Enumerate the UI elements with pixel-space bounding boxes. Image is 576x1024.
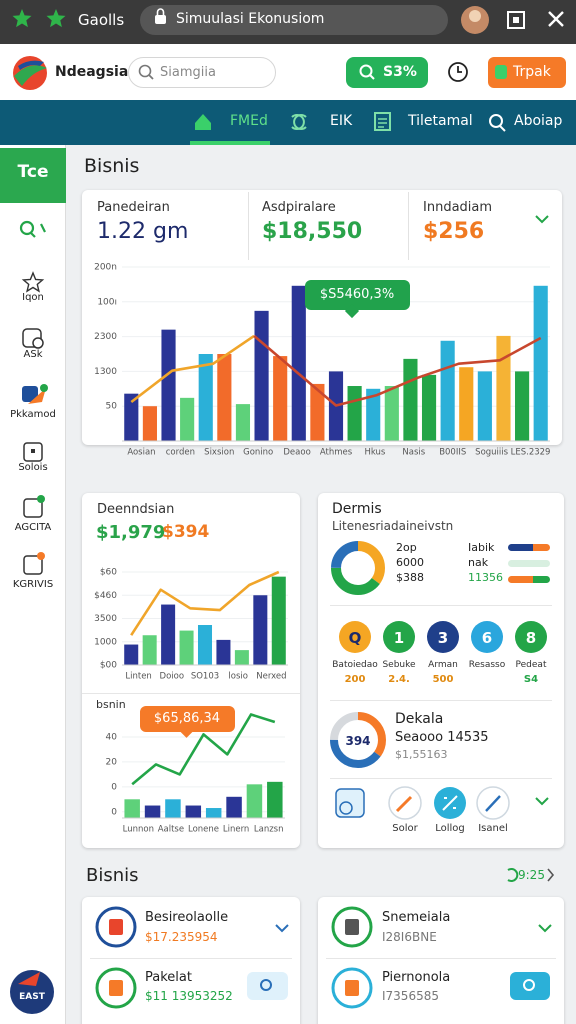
address-bar[interactable]	[140, 5, 448, 35]
list-item-value: I28I6BNE	[382, 929, 437, 944]
list-item-value: I7356585	[382, 988, 439, 1003]
sidebar-item[interactable]: Solois	[18, 461, 48, 473]
divider	[330, 700, 552, 701]
card-subtitle: Litenesriadaineivstn	[332, 518, 454, 533]
stat-circle-label: Pedeat	[515, 660, 547, 671]
badge-text: S3%	[383, 64, 417, 81]
tool-label[interactable]: Solor	[392, 822, 418, 834]
sidebar-item[interactable]: AGCITA	[14, 521, 52, 533]
stat-circle-icon[interactable]: 3	[437, 628, 449, 647]
stat-circle-label: Resasso	[468, 660, 506, 671]
nav-item[interactable]: Tiletamal	[408, 113, 473, 130]
list-item-value: $11 13953252	[145, 988, 233, 1003]
legend-text: 6000	[396, 556, 424, 570]
toggle-bar[interactable]	[508, 576, 550, 583]
divider	[90, 958, 292, 959]
sidebar-item[interactable]: KGRIVIS	[12, 578, 54, 590]
stat-label: Asdpiralare	[262, 199, 336, 215]
tooltip-text: $S5460,3%	[319, 286, 395, 302]
divider	[330, 605, 552, 606]
divider	[330, 778, 552, 779]
stat-value: 1.22 gm	[97, 219, 189, 245]
card	[82, 493, 300, 848]
list-item-name[interactable]: Pakelat	[145, 969, 192, 985]
summary-value: $1,979	[96, 521, 166, 543]
summary-change: $394	[162, 522, 210, 543]
tooltip	[305, 280, 410, 310]
nav-bar	[0, 100, 576, 145]
stat-circle-value: S4	[523, 673, 539, 685]
sidebar-item[interactable]: Pkkamod	[10, 408, 56, 420]
legend-text: 11356	[468, 571, 503, 585]
detail-text: $1,55163	[395, 748, 448, 762]
stat-circle-label: Sebuke	[382, 660, 416, 671]
sidebar-footer[interactable]: EAST	[19, 992, 45, 1003]
divider	[248, 192, 249, 260]
stat-circle-value: 2.4.	[388, 673, 410, 685]
header	[0, 44, 576, 101]
divider	[408, 192, 409, 260]
sidebar-item[interactable]: ASk	[23, 348, 43, 360]
toggle-bar[interactable]	[508, 544, 550, 551]
tool-label[interactable]: Lollog	[435, 822, 465, 834]
stat-circle-icon[interactable]: 1	[393, 628, 405, 647]
chart-label: bsnin	[96, 698, 126, 712]
divider	[326, 958, 556, 959]
section-title: Bisnis	[86, 864, 139, 886]
stat-circle-value: 200	[344, 673, 366, 685]
legend-text: $388	[396, 571, 424, 585]
tooltip-text: $65,86,34	[153, 710, 221, 726]
sidebar-item[interactable]: Iqon	[22, 291, 44, 303]
donut-center: 394	[345, 733, 371, 748]
legend-text: 2op	[396, 541, 417, 555]
address-text: Simuulasi Ekonusiom	[176, 11, 325, 28]
list-item-name[interactable]: Snemeiala	[382, 909, 451, 925]
nav-item[interactable]: Aboiap	[514, 113, 563, 130]
nav-item[interactable]: EIK	[330, 113, 353, 130]
stat-value: $256	[423, 219, 485, 245]
sidebar-title-box	[0, 148, 66, 203]
stat-circle-icon[interactable]: 8	[525, 628, 537, 647]
stat-circle-icon[interactable]: 6	[481, 628, 493, 647]
stat-circle-icon[interactable]: Q	[348, 628, 362, 647]
card-title: Deenndsian	[97, 501, 175, 517]
stat-value: $18,550	[262, 219, 363, 245]
detail-text: Seaooo 14535	[395, 729, 489, 745]
icon-button[interactable]	[247, 972, 288, 1000]
card-title: Dermis	[332, 501, 382, 518]
stat-label: Inndadiam	[423, 199, 493, 215]
detail-title: Dekala	[395, 711, 444, 728]
stat-circle-label: Arman	[428, 660, 458, 671]
stat-circle-label: Batoiedao	[332, 660, 378, 671]
time-text: 9:25	[518, 867, 545, 882]
section-title: Bisnis	[84, 155, 140, 178]
search-box[interactable]	[128, 57, 276, 88]
sidebar-title: Tce	[17, 162, 49, 183]
divider	[82, 693, 300, 694]
legend-text: Iabik	[468, 541, 495, 555]
nav-active-indicator	[190, 141, 270, 145]
legend-text: nak	[468, 556, 489, 570]
tab-title[interactable]: Gaolls	[78, 10, 125, 29]
toggle-bar[interactable]	[508, 560, 550, 567]
search-placeholder: Siamgiia	[160, 64, 216, 80]
stat-circle-value: 500	[432, 673, 454, 685]
action-text: Trpak	[513, 64, 551, 81]
list-item-name[interactable]: Besireolaolle	[145, 909, 229, 925]
icon-button[interactable]	[510, 972, 550, 1000]
logo-text: Ndeagsia	[55, 64, 129, 81]
tool-label[interactable]: Isanel	[478, 822, 508, 834]
list-item-name[interactable]: Piernonola	[382, 969, 451, 985]
list-item-value: $17.235954	[145, 929, 218, 944]
stat-label: Panedeiran	[97, 199, 170, 215]
nav-item[interactable]: FMEd	[230, 113, 268, 130]
